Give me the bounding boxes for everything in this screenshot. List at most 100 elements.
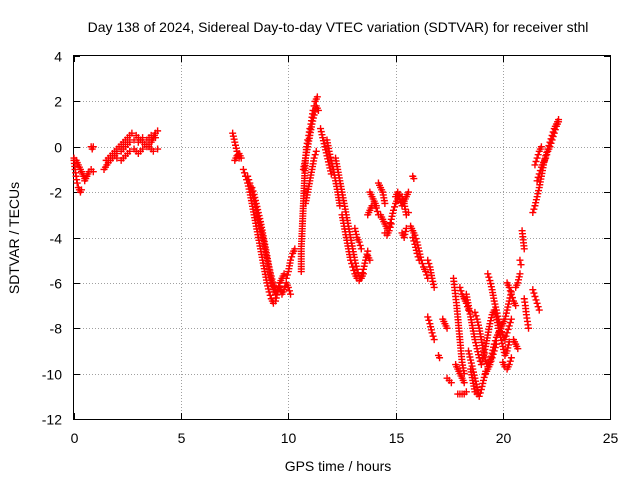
data-point: [391, 203, 399, 211]
data-point: [531, 161, 539, 169]
data-point: [506, 287, 514, 295]
data-point: [497, 324, 505, 332]
data-point: [357, 245, 365, 253]
data-point: [291, 245, 299, 253]
x-tick-label: 5: [178, 430, 186, 446]
data-point: [356, 241, 364, 249]
data-point: [385, 227, 393, 235]
data-point: [130, 136, 138, 144]
data-point: [353, 265, 361, 273]
data-point: [491, 344, 499, 352]
data-point: [287, 256, 295, 264]
data-point: [520, 245, 528, 253]
data-point: [348, 260, 356, 268]
data-point: [447, 379, 455, 387]
data-point: [381, 199, 389, 207]
data-point: [310, 154, 318, 162]
data-point: [275, 282, 283, 290]
data-point: [514, 345, 522, 353]
data-point: [501, 336, 509, 344]
data-point: [283, 271, 291, 279]
data-point: [245, 176, 253, 184]
data-point: [73, 179, 81, 187]
data-point: [532, 157, 540, 165]
data-point: [89, 143, 97, 151]
data-point: [424, 313, 432, 321]
data-point: [422, 268, 430, 276]
data-point: [529, 209, 537, 217]
data-point: [462, 388, 470, 396]
data-point: [547, 139, 555, 147]
data-point: [272, 286, 280, 294]
x-tick-label: 10: [281, 430, 297, 446]
data-point: [443, 324, 451, 332]
data-point: [475, 354, 483, 362]
data-point: [537, 143, 545, 151]
chart-title: Day 138 of 2024, Sidereal Day-to-day VTE…: [88, 19, 589, 35]
data-point: [551, 126, 559, 134]
data-point: [549, 133, 557, 141]
data-point: [505, 322, 513, 330]
data-point: [530, 205, 538, 213]
data-point: [415, 256, 423, 264]
data-point: [533, 154, 541, 162]
data-point: [535, 306, 543, 314]
data-point: [536, 167, 544, 175]
data-point: [428, 329, 436, 337]
data-point: [425, 260, 433, 268]
data-point: [280, 270, 288, 278]
data-point: [491, 337, 499, 345]
data-point: [506, 319, 514, 327]
data-point: [372, 202, 380, 210]
data-point: [542, 154, 550, 162]
data-point: [535, 170, 543, 178]
data-point: [430, 336, 438, 344]
y-tick-label: -12: [42, 412, 62, 428]
data-point: [507, 315, 515, 323]
data-point: [404, 209, 412, 217]
data-point: [516, 256, 524, 264]
grid-lines: [74, 56, 610, 419]
data-point: [413, 249, 421, 257]
data-point: [516, 270, 524, 278]
data-point: [487, 357, 495, 365]
data-point: [430, 283, 438, 291]
series-sthl: [70, 93, 563, 400]
data-point: [282, 274, 290, 282]
data-point: [429, 332, 437, 340]
y-tick-label: -8: [50, 321, 63, 337]
data-point: [394, 188, 402, 196]
data-point: [113, 154, 121, 162]
axis-ticks: 0 5 10 15 20 25 -12 -10 -8 -6 -4 -2 0 2 4: [42, 49, 619, 447]
data-point: [502, 332, 510, 340]
data-point: [529, 286, 537, 294]
data-point: [149, 147, 157, 155]
data-point: [418, 260, 426, 268]
data-point: [436, 354, 444, 362]
data-point: [244, 172, 252, 180]
data-point: [366, 256, 374, 264]
data-point: [355, 238, 363, 246]
data-point: [507, 354, 515, 362]
data-point: [476, 389, 484, 397]
data-point: [154, 127, 162, 135]
y-tick-label: -6: [50, 276, 63, 292]
data-point: [517, 261, 525, 269]
data-point: [249, 187, 257, 195]
data-point: [237, 154, 245, 162]
data-point: [387, 220, 395, 228]
data-point: [410, 175, 418, 183]
data-point: [285, 287, 293, 295]
data-point: [349, 263, 357, 271]
data-point: [240, 169, 248, 177]
data-point: [414, 253, 422, 261]
data-point: [533, 299, 541, 307]
data-point: [503, 329, 511, 337]
data-point: [313, 93, 321, 101]
data-point: [534, 303, 542, 311]
data-point: [506, 357, 514, 365]
data-point: [386, 223, 394, 231]
data-point: [154, 145, 162, 153]
y-tick-label: -4: [50, 231, 63, 247]
data-point: [314, 106, 322, 114]
